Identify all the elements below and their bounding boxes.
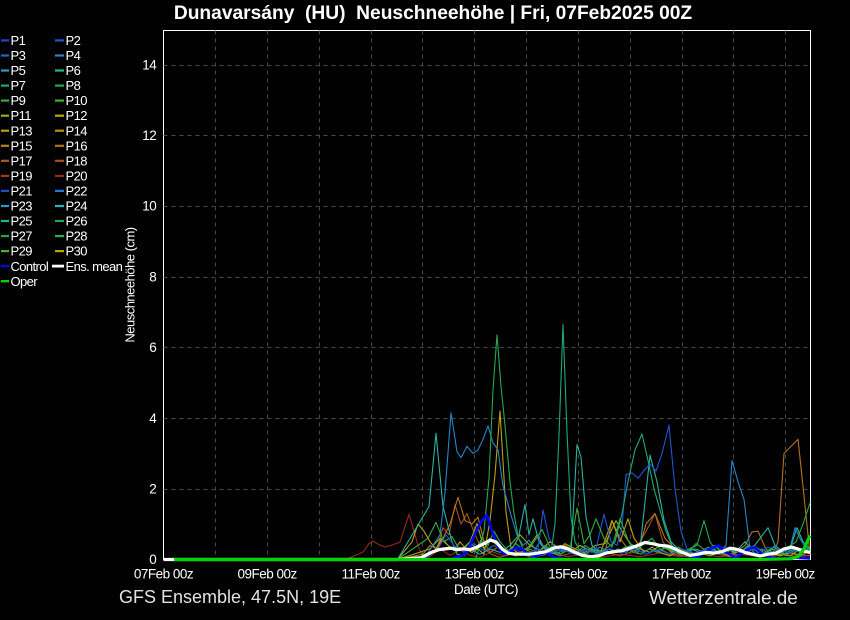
svg-text:P14: P14 bbox=[66, 123, 88, 138]
svg-text:P18: P18 bbox=[66, 153, 88, 168]
svg-text:P20: P20 bbox=[66, 169, 88, 184]
svg-text:0: 0 bbox=[149, 552, 156, 567]
svg-text:Neuschneehöhe (cm): Neuschneehöhe (cm) bbox=[122, 227, 137, 342]
svg-text:P2: P2 bbox=[66, 33, 81, 48]
svg-text:19Feb 00z: 19Feb 00z bbox=[755, 567, 815, 582]
svg-text:P3: P3 bbox=[11, 48, 26, 63]
svg-text:13Feb 00z: 13Feb 00z bbox=[445, 567, 505, 582]
svg-text:P25: P25 bbox=[11, 214, 33, 229]
svg-text:09Feb 00z: 09Feb 00z bbox=[237, 567, 297, 582]
svg-text:Oper: Oper bbox=[11, 274, 39, 289]
svg-text:P22: P22 bbox=[66, 184, 88, 199]
svg-text:14: 14 bbox=[142, 57, 157, 72]
svg-text:GFS Ensemble, 47.5N, 19E: GFS Ensemble, 47.5N, 19E bbox=[119, 587, 341, 607]
svg-text:2: 2 bbox=[149, 482, 156, 497]
svg-text:P4: P4 bbox=[66, 48, 81, 63]
svg-text:P24: P24 bbox=[66, 199, 88, 214]
svg-text:07Feb 00z: 07Feb 00z bbox=[134, 567, 194, 582]
svg-text:P1: P1 bbox=[11, 33, 26, 48]
svg-text:P8: P8 bbox=[66, 78, 81, 93]
svg-text:P23: P23 bbox=[11, 199, 33, 214]
svg-text:8: 8 bbox=[149, 269, 156, 284]
svg-text:P9: P9 bbox=[11, 93, 26, 108]
svg-text:P21: P21 bbox=[11, 184, 33, 199]
svg-text:Dunavarsány (HU) Neuschneehö: Dunavarsány (HU) Neuschneehöhe | Fri, 07… bbox=[174, 3, 693, 24]
svg-text:Ens. mean: Ens. mean bbox=[66, 259, 123, 274]
svg-text:P13: P13 bbox=[11, 123, 33, 138]
svg-text:P5: P5 bbox=[11, 63, 26, 78]
svg-text:Wetterzentrale.de: Wetterzentrale.de bbox=[649, 588, 798, 609]
svg-text:P30: P30 bbox=[66, 244, 88, 259]
svg-text:P28: P28 bbox=[66, 229, 88, 244]
svg-text:10: 10 bbox=[142, 199, 156, 214]
svg-text:P29: P29 bbox=[11, 244, 33, 259]
svg-text:P11: P11 bbox=[11, 108, 32, 123]
svg-text:4: 4 bbox=[149, 411, 157, 426]
svg-text:P16: P16 bbox=[66, 138, 88, 153]
svg-text:12: 12 bbox=[142, 128, 156, 143]
svg-text:17Feb 00z: 17Feb 00z bbox=[652, 567, 712, 582]
svg-text:15Feb 00z: 15Feb 00z bbox=[548, 567, 608, 582]
svg-text:Date (UTC): Date (UTC) bbox=[454, 582, 518, 597]
svg-text:P7: P7 bbox=[11, 78, 26, 93]
svg-text:11Feb 00z: 11Feb 00z bbox=[342, 567, 401, 582]
svg-text:6: 6 bbox=[149, 340, 156, 355]
svg-text:P19: P19 bbox=[11, 169, 33, 184]
svg-text:P17: P17 bbox=[11, 153, 33, 168]
svg-text:P6: P6 bbox=[66, 63, 81, 78]
svg-text:P27: P27 bbox=[11, 229, 33, 244]
svg-text:Control: Control bbox=[11, 259, 49, 274]
svg-text:P26: P26 bbox=[66, 214, 88, 229]
svg-text:P15: P15 bbox=[11, 138, 33, 153]
svg-text:P10: P10 bbox=[66, 93, 88, 108]
svg-text:P12: P12 bbox=[66, 108, 88, 123]
